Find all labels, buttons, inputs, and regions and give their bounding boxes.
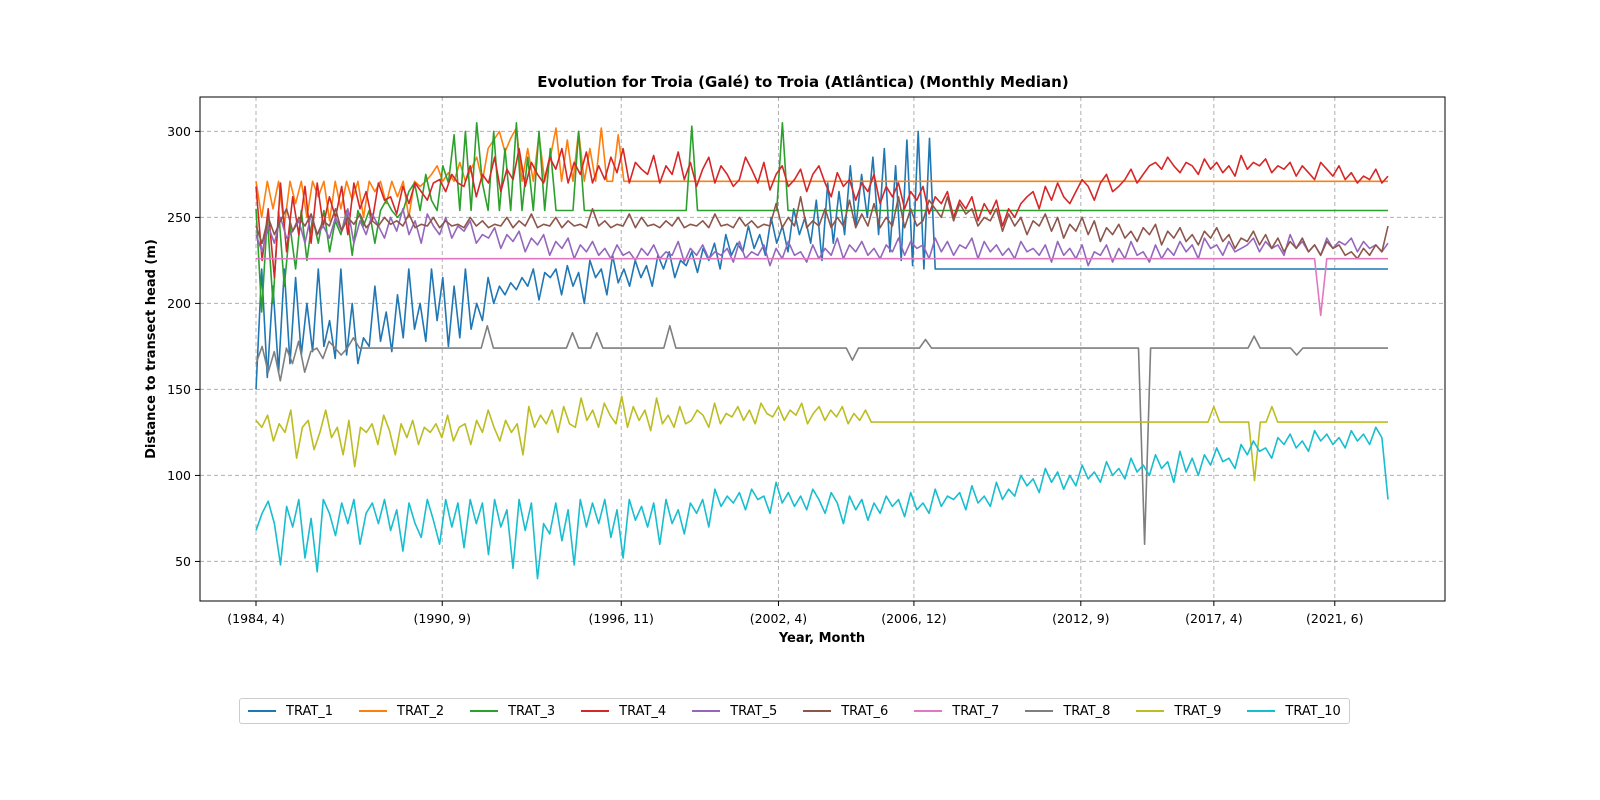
x-tick-label: (2021, 6) [1306,611,1363,626]
legend-swatch [581,710,610,712]
y-tick-label: 50 [175,554,191,569]
series-line-trat-4 [255,147,1389,279]
y-tick-label: 100 [167,468,191,483]
legend-label: TRAT_8 [1063,703,1111,719]
series-line-trat-6 [255,196,1389,260]
grid [200,97,1445,601]
legend-item-trat-10: TRAT_10 [1247,703,1341,719]
legend-swatch [1136,710,1165,712]
legend-item-trat-6: TRAT_6 [803,704,888,719]
y-tick-label: 150 [167,382,191,397]
legend-item-trat-4: TRAT_4 [581,704,666,719]
x-tick-label: (2002, 4) [750,611,807,626]
series-line-trat-2 [255,127,1388,227]
x-axis-label: Year, Month [778,631,865,646]
legend-swatch [692,710,721,712]
legend-label: TRAT_5 [730,703,778,719]
series-line-trat-8 [255,324,1388,546]
legend-label: TRAT_2 [397,703,445,719]
series-line-trat-10 [255,426,1389,580]
chart-title: Evolution for Troia (Galé) to Troia (Atl… [537,73,1068,91]
legend-label: TRAT_7 [952,703,1000,719]
series-line-trat-9 [255,395,1388,482]
legend-item-trat-2: TRAT_2 [359,704,444,719]
legend-swatch [470,710,499,712]
x-tick-label: (1990, 9) [414,611,471,626]
legend-swatch [359,710,388,712]
y-tick-label: 250 [167,210,191,225]
legend-label: TRAT_1 [286,703,334,719]
series-line-trat-5 [255,208,1389,267]
legend-label: TRAT_6 [841,703,889,719]
legend-swatch [1247,710,1276,712]
legend-item-trat-1: TRAT_1 [248,704,333,719]
x-tick-label: (1984, 4) [227,611,284,626]
series-line-trat-7 [256,257,1388,317]
x-tick-label: (2012, 9) [1052,611,1109,626]
legend-item-trat-3: TRAT_3 [470,704,555,719]
y-tick-label: 300 [167,124,191,139]
legend-swatch [803,710,832,712]
legend-swatch [1025,710,1054,712]
x-tick-label: (1996, 11) [589,611,654,626]
legend-item-trat-9: TRAT_9 [1136,704,1221,719]
legend-item-trat-5: TRAT_5 [692,704,777,719]
legend-item-trat-8: TRAT_8 [1025,704,1110,719]
x-tick-label: (2006, 12) [881,611,946,626]
series-layer [255,122,1389,580]
series-line-trat-1 [255,130,1388,390]
legend-swatch [248,710,276,712]
y-axis-label: Distance to transect head (m) [144,239,159,459]
axis-ticks: (1984, 4) (1990, 9) (1996, 11) (2002, 4) (20… [167,124,1363,626]
legend-swatch [914,710,943,712]
series-line-trat-3 [255,122,1388,313]
legend-label: TRAT_9 [1174,703,1222,719]
legend-item-trat-7: TRAT_7 [914,704,999,719]
legend-label: TRAT_3 [508,703,556,719]
y-tick-label: 200 [167,296,191,311]
legend-label: TRAT_4 [619,703,667,719]
legend: TRAT_1 TRAT_2 TRAT_3 TRAT_4 TRAT_5 TRAT_6 TRAT… [239,698,1350,724]
plot-frame [199,96,1446,602]
x-tick-label: (2017, 4) [1185,611,1242,626]
legend-label: TRAT_10 [1285,703,1341,719]
